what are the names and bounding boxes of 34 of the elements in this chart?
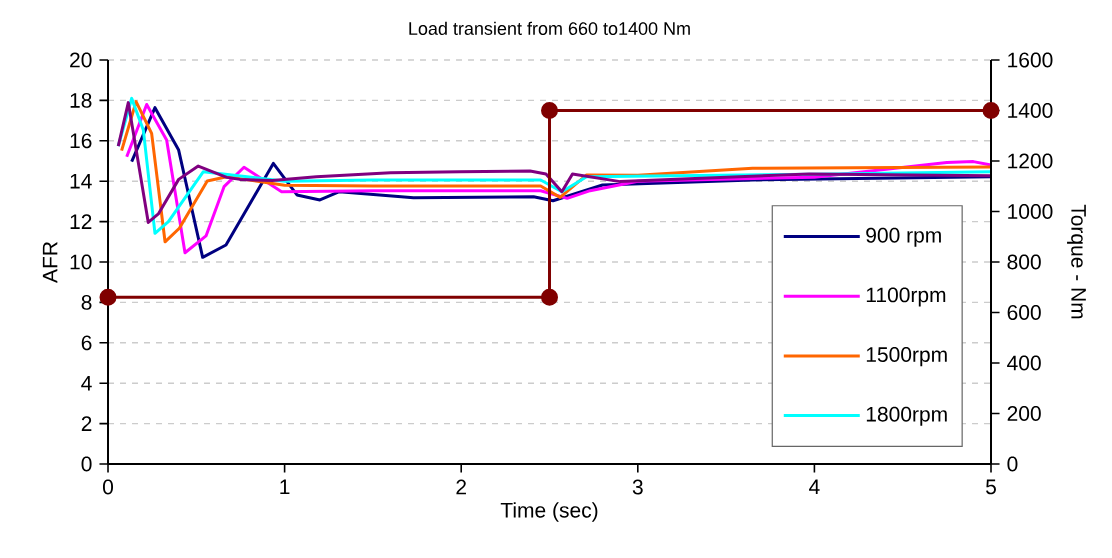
y-tick-label: 18 xyxy=(70,92,92,108)
y2-tick-label: 400 xyxy=(1007,355,1041,371)
x-tick-label: 4 xyxy=(809,479,820,495)
legend-label: 1800rpm xyxy=(866,406,947,426)
legend-label: 900 rpm xyxy=(866,227,941,247)
x-tick-label: 3 xyxy=(632,479,643,495)
x-tick-label: 0 xyxy=(102,479,114,495)
y-tick-label: 0 xyxy=(81,456,92,472)
y2-tick-label: 600 xyxy=(1007,305,1041,320)
y2-tick-label: 1200 xyxy=(1008,153,1053,169)
y2-tick-label: 1000 xyxy=(1008,204,1053,219)
legend-label: 1100rpm xyxy=(866,287,946,307)
y2-tick-label: 200 xyxy=(1007,406,1041,421)
y2-tick-label: 0 xyxy=(1007,456,1018,472)
y2-axis-title: Torque - Nm xyxy=(1067,204,1086,319)
y2-tick-label: 1600 xyxy=(1008,52,1053,68)
x-tick-label: 5 xyxy=(986,479,996,495)
y-tick-label: 2 xyxy=(81,416,92,431)
y-tick-label: 10 xyxy=(70,254,92,270)
y-tick-label: 6 xyxy=(81,335,92,351)
y-tick-label: 8 xyxy=(81,294,92,310)
y-axis-title: AFR xyxy=(42,241,58,283)
x-axis-title: Time (sec) xyxy=(500,502,598,522)
x-tick-label: 2 xyxy=(456,479,466,495)
legend-label: 1500rpm xyxy=(866,347,947,367)
y-tick-label: 12 xyxy=(70,214,92,229)
y-tick-label: 16 xyxy=(70,133,92,149)
x-tick-label: 1 xyxy=(280,479,290,495)
y2-tick-label: 800 xyxy=(1007,254,1041,270)
y2-tick-label: 1400 xyxy=(1008,103,1053,118)
y-tick-label: 20 xyxy=(70,52,92,68)
y-tick-label: 4 xyxy=(81,375,92,391)
chart-title: Load transient from 660 to1400 Nm xyxy=(409,21,690,35)
y-tick-label: 14 xyxy=(70,174,92,189)
